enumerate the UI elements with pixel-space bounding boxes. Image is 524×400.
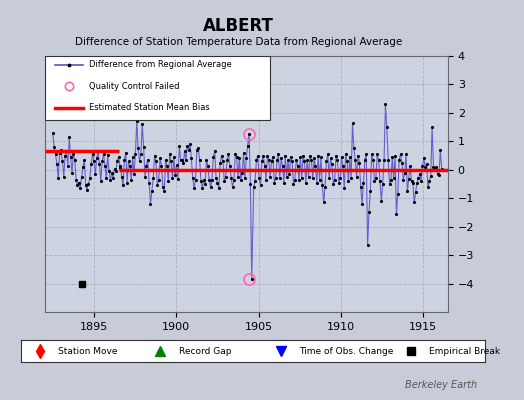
Text: Difference from Regional Average: Difference from Regional Average <box>89 60 232 70</box>
Text: Berkeley Earth: Berkeley Earth <box>405 380 477 390</box>
Text: ALBERT: ALBERT <box>203 17 274 35</box>
Text: Empirical Break: Empirical Break <box>429 346 500 356</box>
Text: Quality Control Failed: Quality Control Failed <box>89 82 179 91</box>
Text: Difference of Station Temperature Data from Regional Average: Difference of Station Temperature Data f… <box>75 37 402 47</box>
FancyBboxPatch shape <box>45 56 270 120</box>
Text: Estimated Station Mean Bias: Estimated Station Mean Bias <box>89 104 210 112</box>
Text: Time of Obs. Change: Time of Obs. Change <box>299 346 394 356</box>
Text: Station Move: Station Move <box>58 346 117 356</box>
Text: Record Gap: Record Gap <box>179 346 231 356</box>
